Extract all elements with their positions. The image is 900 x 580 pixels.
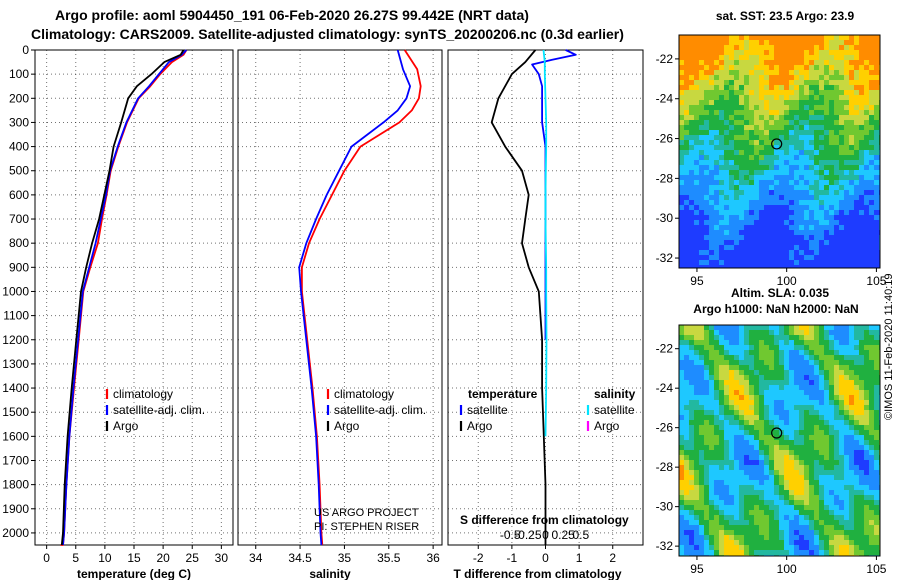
sst-map-lat-label: -32 [656, 251, 674, 265]
difference-line-s-satellite [542, 49, 548, 437]
salinity-difference-tick-label: 0 [542, 528, 549, 542]
salinity-line-climatology [300, 49, 422, 546]
salinity-annotation: US ARGO PROJECT [314, 507, 419, 519]
climatology-title: Climatology: CARS2009. Satellite-adjuste… [31, 26, 624, 42]
sla-map-argo-marker [771, 427, 783, 439]
difference-legend-title-salinity: salinity [594, 387, 636, 401]
sst-map-lon-label: 95 [690, 274, 704, 288]
difference-axis-label: T difference from climatology [453, 567, 621, 580]
salinity-difference-tick-label: -0.5 [500, 528, 521, 542]
sla-map-frame [678, 324, 881, 557]
temperature-line-argo [60, 49, 185, 546]
depth-tick-label: 1600 [2, 429, 29, 443]
sla-map-lat-label: -26 [656, 421, 674, 435]
sla-map-lon-label: 95 [690, 562, 704, 576]
sla-map-lat-label: -24 [656, 381, 674, 395]
depth-tick-label: 1200 [2, 333, 29, 347]
salinity-annotation: PI: STEPHEN RISER [314, 521, 419, 533]
salinity-tick-label: 35.5 [377, 551, 401, 565]
depth-tick-label: 600 [9, 188, 29, 202]
difference-legend-t-satellite: satellite [467, 403, 508, 417]
depth-tick-label: 1800 [2, 478, 29, 492]
temperature-tick-label: 10 [98, 551, 112, 565]
sst-map-title: sat. SST: 23.5 Argo: 23.9 [716, 9, 855, 23]
difference-tick-label: 0 [542, 551, 549, 565]
depth-tick-label: 0 [22, 43, 29, 57]
depth-tick-label: 800 [9, 236, 29, 250]
sla-map-title: Altim. SLA: 0.035 [731, 286, 829, 300]
depth-tick-label: 200 [9, 91, 29, 105]
sst-map-heatmap [679, 35, 880, 268]
salinity-difference-tick-label: -0.25 [514, 528, 542, 542]
depth-tick-label: 1400 [2, 381, 29, 395]
temperature-tick-label: 20 [156, 551, 170, 565]
salinity-tick-label: 35 [338, 551, 352, 565]
salinity-axis-label: salinity [309, 567, 351, 580]
salinity-line-satellite-adj--clim- [298, 49, 412, 546]
sla-map-lon-label: 100 [777, 562, 797, 576]
sst-map-lat-label: -28 [656, 171, 674, 185]
temperature-legend-item: climatology [113, 387, 173, 401]
temperature-tick-label: 5 [72, 551, 79, 565]
sla-map-lat-label: -32 [656, 539, 674, 553]
difference-legend-s-argo: Argo [594, 419, 620, 433]
depth-tick-label: 2000 [2, 526, 29, 540]
sla-map-lat-label: -28 [656, 460, 674, 474]
salinity-tick-label: 36 [426, 551, 440, 565]
depth-tick-label: 1100 [3, 309, 29, 323]
depth-tick-label: 1000 [2, 284, 29, 298]
sla-map-subtitle: Argo h1000: NaN h2000: NaN [693, 302, 858, 316]
sla-map-lon-label: 105 [866, 562, 886, 576]
difference-tick-label: 1 [576, 551, 583, 565]
salinity-legend-item: climatology [334, 387, 394, 401]
salinity-difference-label: S difference from climatology [460, 513, 629, 527]
depth-tick-label: 700 [9, 212, 29, 226]
salinity-tick-label: 34.5 [288, 551, 312, 565]
sst-map-frame [678, 34, 881, 269]
depth-tick-label: 1900 [2, 502, 29, 516]
difference-legend-title-temperature: temperature [468, 387, 538, 401]
profile-title: Argo profile: aoml 5904450_191 06-Feb-20… [55, 7, 529, 23]
depth-tick-label: 400 [9, 140, 29, 154]
difference-line-t-argo [490, 49, 547, 545]
difference-tick-label: 2 [609, 551, 616, 565]
salinity-legend-item: Argo [334, 419, 360, 433]
sst-map-lat-label: -30 [656, 211, 674, 225]
difference-legend-t-argo: Argo [467, 419, 493, 433]
depth-tick-label: 100 [9, 67, 29, 81]
difference-tick-label: -1 [507, 551, 518, 565]
temperature-line-satellite-adj--clim- [62, 49, 188, 546]
depth-tick-label: 500 [9, 164, 29, 178]
temperature-tick-label: 25 [186, 551, 200, 565]
depth-tick-label: 1300 [2, 357, 29, 371]
sst-map-lat-label: -22 [656, 52, 674, 66]
sla-map-lat-label: -22 [656, 342, 674, 356]
sst-map-lat-label: -26 [656, 132, 674, 146]
sla-map-lat-label: -30 [656, 500, 674, 514]
depth-tick-label: 1500 [2, 405, 29, 419]
salinity-legend-item: satellite-adj. clim. [334, 403, 426, 417]
sst-map-lat-label: -24 [656, 92, 674, 106]
salinity-difference-tick-label: 0.5 [572, 528, 589, 542]
sst-map-lon-label: 105 [866, 274, 886, 288]
depth-tick-label: 900 [9, 260, 29, 274]
sst-map-lon-label: 100 [777, 274, 797, 288]
difference-tick-label: -2 [473, 551, 484, 565]
temperature-tick-label: 30 [215, 551, 229, 565]
temperature-tick-label: 15 [127, 551, 141, 565]
salinity-tick-label: 34 [249, 551, 263, 565]
salinity-difference-tick-label: 0.25 [551, 528, 575, 542]
temperature-axis-label: temperature (deg C) [77, 567, 191, 580]
depth-tick-label: 300 [9, 115, 29, 129]
salinity-plot-frame [237, 49, 443, 546]
difference-legend-s-satellite: satellite [594, 403, 635, 417]
temperature-line-climatology [60, 49, 188, 546]
sla-map-heatmap [679, 325, 880, 556]
depth-tick-label: 1700 [2, 453, 29, 467]
temperature-tick-label: 0 [43, 551, 50, 565]
sst-map-argo-marker [771, 138, 783, 150]
temperature-legend-item: satellite-adj. clim. [113, 403, 205, 417]
temperature-legend-item: Argo [113, 419, 139, 433]
